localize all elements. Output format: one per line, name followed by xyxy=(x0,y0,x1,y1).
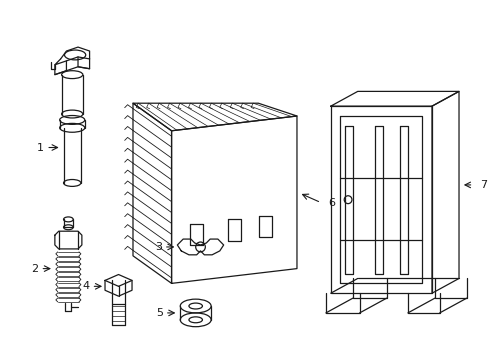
Text: 3: 3 xyxy=(155,242,162,252)
Text: 7: 7 xyxy=(479,180,487,190)
Text: 5: 5 xyxy=(156,308,163,318)
Text: 1: 1 xyxy=(37,143,44,153)
Text: 2: 2 xyxy=(31,264,39,274)
Text: 4: 4 xyxy=(82,281,89,291)
Text: 6: 6 xyxy=(327,198,334,208)
